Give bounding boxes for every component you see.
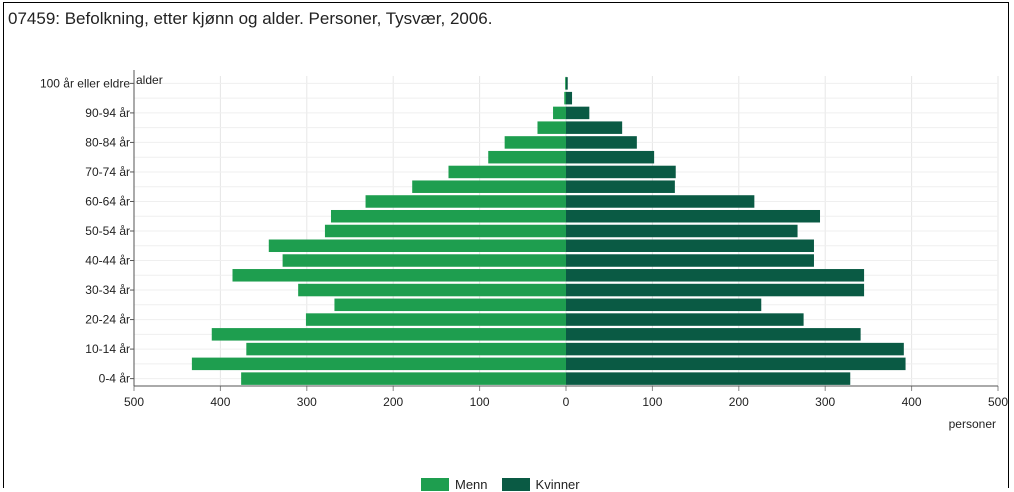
bar-menn [564,91,566,105]
bar-kvinner [566,269,865,282]
x-tick-label: 100 [642,395,662,409]
bar-menn [232,269,566,282]
x-tick-label: 400 [902,395,922,409]
x-tick-label: 500 [988,395,1008,409]
bar-kvinner [566,165,676,179]
bar-menn [211,328,566,341]
bar-menn [268,239,566,253]
x-tick-label: 200 [729,395,749,409]
y-tick-label: 0-4 år [99,372,130,386]
x-tick-label: 500 [124,395,144,409]
bar-kvinner [566,150,655,164]
bar-kvinner [566,342,904,356]
bar-menn [298,283,566,297]
x-tick-label: 300 [815,395,835,409]
x-tick-label: 300 [297,395,317,409]
bar-kvinner [566,209,821,223]
bar-kvinner [566,136,637,149]
bar-kvinner [566,357,906,371]
y-tick-label: 10-14 år [85,342,130,356]
bar-kvinner [566,313,804,326]
y-tick-label: 40-44 år [85,254,130,268]
x-axis-title: personer [949,417,996,431]
y-tick-label: 20-24 år [85,313,130,327]
bar-kvinner [566,298,762,312]
y-tick-label: 60-64 år [85,194,130,208]
legend: Menn Kvinner [421,476,580,492]
bar-menn [565,77,566,90]
legend-label-menn: Menn [455,476,488,492]
y-axis-title: alder [136,73,163,87]
bar-menn [504,136,566,149]
bar-menn [241,372,567,385]
legend-swatch-menn [421,477,449,491]
bar-menn [305,313,566,326]
y-tick-label: 90-94 år [85,106,130,120]
y-tick-label: 100 år eller eldre [40,76,130,90]
bar-kvinner [566,239,814,253]
bar-menn [412,180,566,193]
bar-menn [488,150,566,164]
bar-kvinner [566,372,851,385]
x-tick-label: 200 [383,395,403,409]
bar-menn [365,195,566,208]
y-tick-label: 80-84 år [85,135,130,149]
bar-kvinner [566,224,798,238]
bar-kvinner [566,77,568,90]
x-tick-label: 100 [470,395,490,409]
bar-menn [246,342,566,356]
bar-kvinner [566,254,814,267]
bar-kvinner [566,283,865,297]
bar-menn [448,165,566,179]
x-tick-label: 400 [210,395,230,409]
bar-menn [553,106,566,120]
x-tick-label: 0 [563,395,570,409]
legend-item-kvinner[interactable]: Kvinner [501,476,580,492]
bar-kvinner [566,91,573,105]
legend-item-menn[interactable]: Menn [421,476,488,492]
bar-menn [324,224,566,238]
bar-menn [330,209,566,223]
bar-kvinner [566,195,755,208]
y-tick-label: 30-34 år [85,283,130,297]
chart-title: 07459: Befolkning, etter kjønn og alder.… [8,9,493,28]
bar-kvinner [566,106,590,120]
bar-kvinner [566,328,861,341]
bar-kvinner [566,180,675,193]
legend-label-kvinner: Kvinner [535,476,580,492]
bar-menn [334,298,566,312]
bar-menn [191,357,566,371]
y-tick-label: 50-54 år [85,224,130,238]
bar-kvinner [566,121,623,134]
y-tick-label: 70-74 år [85,165,130,179]
legend-swatch-kvinner [501,477,530,491]
bar-menn [537,121,566,134]
bar-menn [282,254,566,267]
